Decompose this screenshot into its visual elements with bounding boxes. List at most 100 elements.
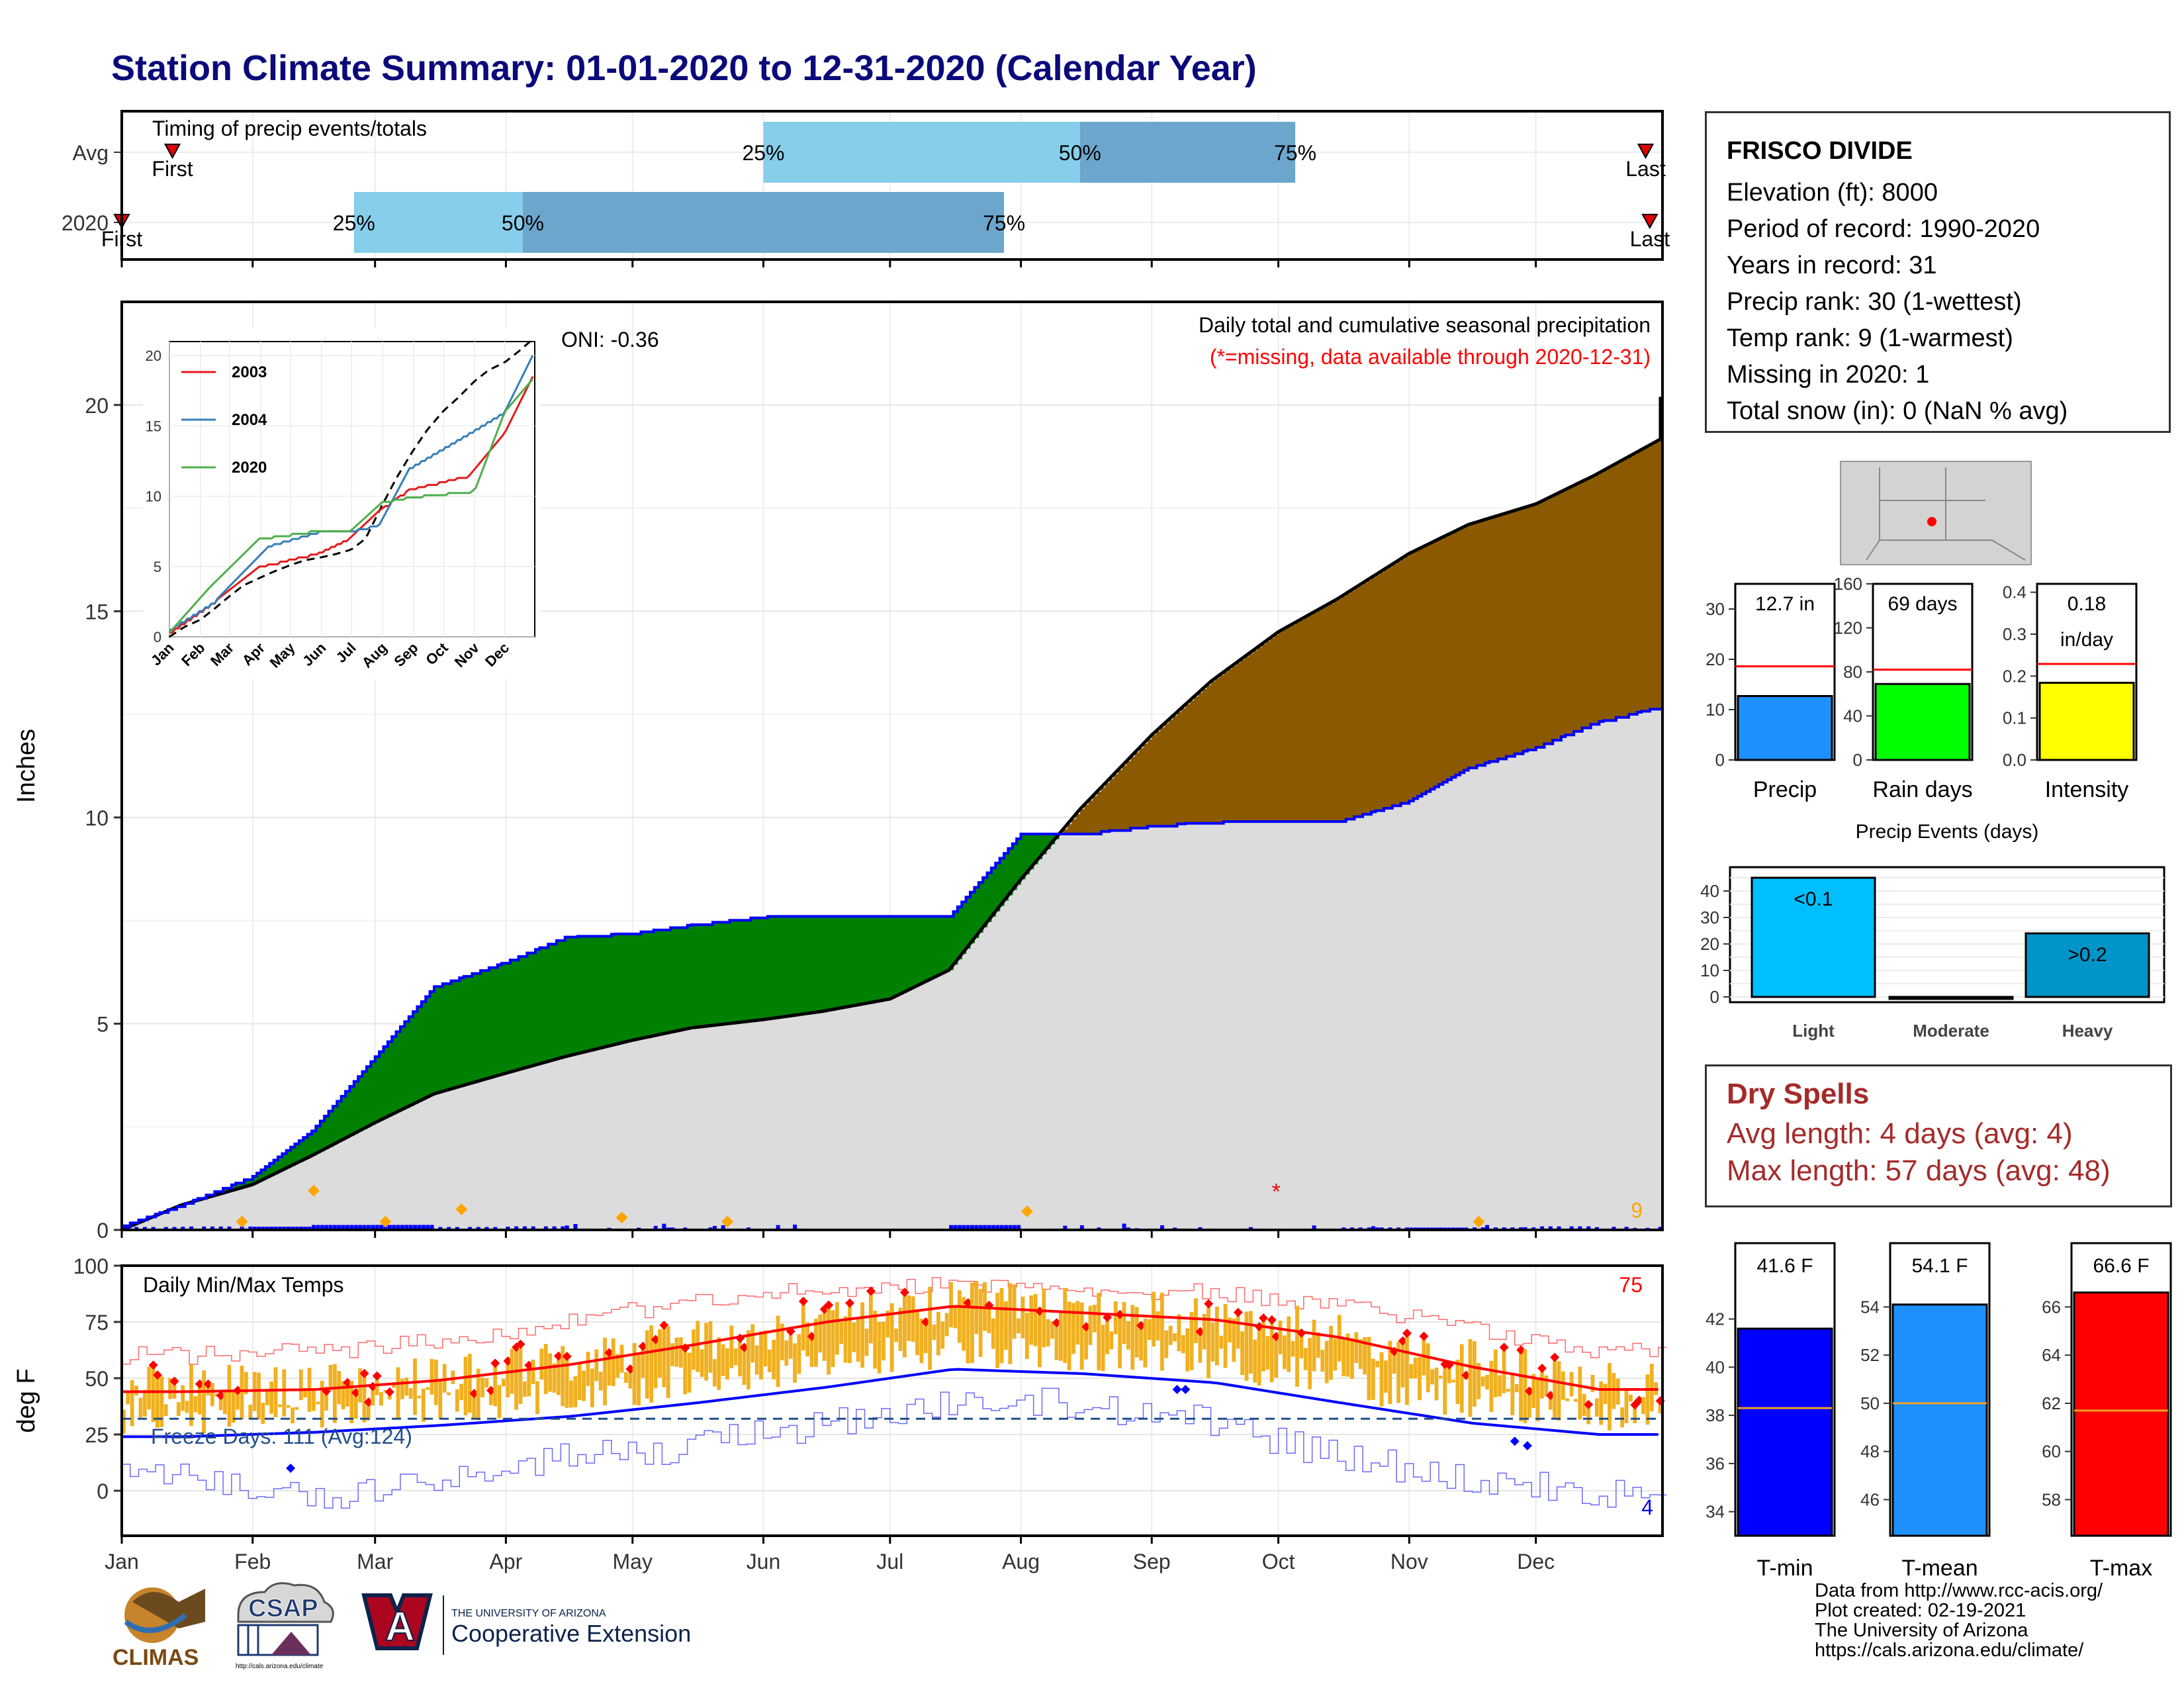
- surplus-area: [923, 916, 929, 983]
- daily-temp-bar: [1590, 1374, 1595, 1392]
- daily-temp-bar: [864, 1329, 869, 1356]
- daily-temp-bar: [1067, 1301, 1071, 1370]
- x-tick-label: Nov: [1390, 1550, 1428, 1573]
- record-high-marker: [1516, 1345, 1526, 1355]
- surplus-area: [852, 916, 857, 1006]
- deficit-area: [1152, 735, 1157, 827]
- daily-precip-bar: [447, 1227, 451, 1230]
- surplus-area: [320, 1121, 325, 1152]
- daily-temp-bar: [565, 1356, 569, 1408]
- daily-temp-bar: [683, 1348, 688, 1395]
- daily-temp-bar: [1400, 1340, 1405, 1387]
- deficit-area: [1189, 700, 1195, 823]
- daily-precip-bar: [712, 1225, 717, 1230]
- daily-precip-bar: [987, 1225, 991, 1230]
- daily-temp-bar: [1620, 1407, 1625, 1428]
- daily-precip-bar: [1594, 1227, 1599, 1230]
- deficit-area: [1261, 644, 1267, 822]
- temp-summary-tick: 58: [2042, 1489, 2061, 1509]
- daily-temp-bar: [1134, 1307, 1139, 1358]
- deficit-area: [1430, 543, 1435, 790]
- surplus-area: [261, 1170, 266, 1181]
- daily-temp-bar: [413, 1358, 417, 1415]
- daily-temp-bar: [708, 1321, 713, 1373]
- surplus-area: [889, 916, 895, 1000]
- daily-temp-bar: [649, 1325, 654, 1403]
- daily-temp-bar: [312, 1390, 316, 1411]
- avg-max-line: [122, 1305, 1659, 1393]
- daily-temp-bar: [1523, 1349, 1527, 1423]
- heavy-event-marker: [615, 1211, 628, 1224]
- daily-precip-bar: [163, 1227, 168, 1230]
- quartile-bar-lower: [763, 122, 1080, 183]
- inset-series-line: [169, 355, 534, 631]
- deficit-area: [1649, 445, 1655, 710]
- daily-temp-bar: [248, 1405, 253, 1419]
- daily-temp-bar: [1033, 1293, 1038, 1346]
- daily-temp-bar: [1101, 1325, 1105, 1372]
- station-line: Total snow (in): 0 (NaN % avg): [1727, 397, 2068, 425]
- daily-temp-bar: [598, 1372, 603, 1391]
- daily-temp-bar: [447, 1392, 451, 1395]
- deficit-area: [1544, 500, 1549, 744]
- daily-temp-bar: [594, 1349, 599, 1382]
- summary-value: 0.18: [2068, 593, 2106, 615]
- daily-precip-bar: [172, 1227, 177, 1230]
- surplus-area: [894, 916, 899, 997]
- daily-temp-bar: [1544, 1375, 1549, 1397]
- surplus-area: [539, 947, 545, 1064]
- deficit-area: [1620, 461, 1625, 718]
- deficit-area: [1371, 577, 1376, 812]
- daily-precip-bar: [1004, 1225, 1009, 1230]
- surplus-area: [451, 980, 456, 1090]
- daily-temp-bar: [240, 1366, 244, 1420]
- daily-temp-bar: [1029, 1295, 1034, 1345]
- surplus-area: [843, 916, 848, 1008]
- deficit-area: [1477, 522, 1482, 766]
- daily-temp-bar: [1628, 1394, 1633, 1402]
- deficit-area: [1480, 520, 1486, 766]
- daily-temp-bar: [539, 1348, 544, 1380]
- daily-temp-bar: [835, 1302, 839, 1355]
- deficit-area: [1565, 489, 1570, 735]
- daily-temp-bar: [1046, 1319, 1050, 1346]
- daily-temp-bar: [577, 1363, 582, 1401]
- daily-temp-bar: [586, 1352, 590, 1386]
- daily-precip-bar: [983, 1225, 987, 1230]
- summary-tick: 120: [1834, 618, 1862, 638]
- deficit-area: [1645, 447, 1651, 712]
- inset-avg-line: [169, 338, 533, 638]
- summary-label: Rain days: [1872, 777, 1972, 802]
- deficit-area: [1603, 470, 1608, 721]
- summary-label: Intensity: [2045, 777, 2129, 802]
- deficit-area: [1118, 770, 1123, 831]
- daily-precip-bar: [122, 1227, 126, 1230]
- daily-temp-bar: [172, 1381, 177, 1399]
- surplus-area: [408, 1016, 414, 1107]
- daily-temp-bar: [1599, 1381, 1604, 1425]
- record-low-count: 4: [1641, 1495, 1653, 1519]
- surplus-area: [527, 953, 532, 1068]
- daily-temp-bar: [692, 1329, 696, 1370]
- daily-precip-bar: [328, 1225, 333, 1230]
- daily-precip-bar: [252, 1227, 257, 1230]
- surplus-area: [341, 1096, 346, 1141]
- deficit-area: [1287, 627, 1292, 822]
- deficit-area: [1363, 583, 1368, 815]
- daily-temp-bar: [535, 1381, 539, 1415]
- daily-temp-bar: [1358, 1338, 1363, 1369]
- y-axis-label: deg F: [13, 1368, 40, 1432]
- daily-temp-bar: [438, 1380, 443, 1419]
- daily-temp-bar: [1418, 1357, 1422, 1401]
- surplus-area: [678, 927, 684, 1031]
- daily-temp-bar: [623, 1372, 628, 1383]
- daily-temp-bar: [966, 1303, 970, 1364]
- daily-temp-bar: [1244, 1311, 1249, 1381]
- deficit-area: [1274, 635, 1279, 822]
- daily-precip-bar: [227, 1226, 232, 1230]
- deficit-area: [1291, 624, 1296, 822]
- daily-precip-bar: [316, 1225, 320, 1230]
- surplus-area: [510, 960, 515, 1072]
- daily-temp-bar: [142, 1389, 147, 1417]
- surplus-area: [328, 1111, 334, 1147]
